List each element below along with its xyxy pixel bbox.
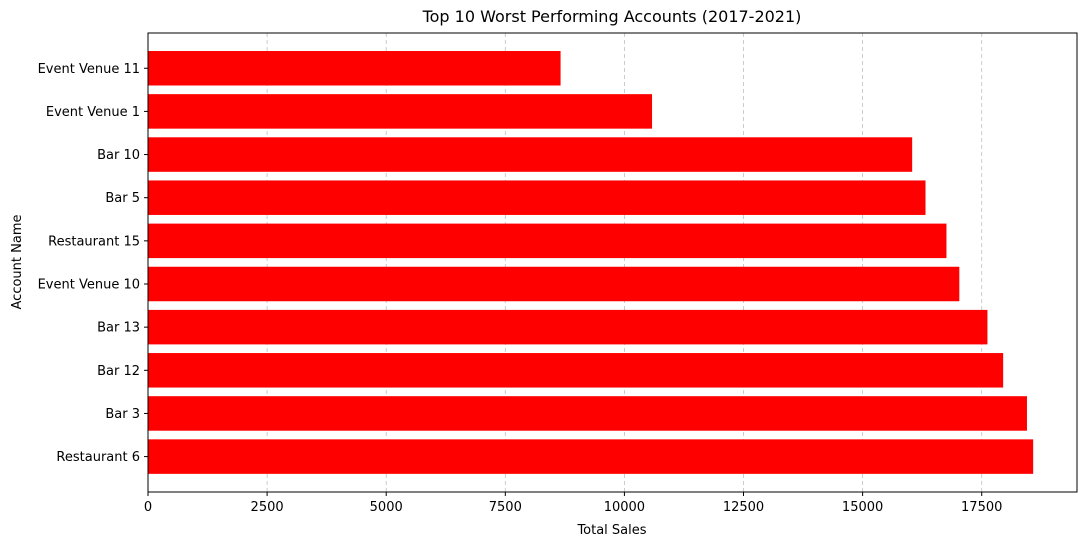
bars xyxy=(148,51,1034,474)
bar xyxy=(148,94,653,129)
y-tick-label: Event Venue 11 xyxy=(38,62,140,77)
bar xyxy=(148,223,947,259)
y-tick-label: Bar 10 xyxy=(97,148,140,163)
y-axis-ticks: Restaurant 6 Bar 3 Bar 12 Bar 13 Event Venue… xyxy=(38,62,148,465)
x-tick-label: 12500 xyxy=(723,500,764,515)
x-tick-label: 10000 xyxy=(604,500,645,515)
y-tick-label: Bar 12 xyxy=(97,364,140,379)
bar xyxy=(148,353,1004,388)
x-tick-label: 0 xyxy=(144,500,152,515)
x-axis-title: Total Sales xyxy=(576,523,646,538)
y-tick-label: Bar 3 xyxy=(105,407,140,422)
bar xyxy=(148,266,960,302)
bar xyxy=(148,137,913,172)
x-axis-ticks: 0 2500 5000 7500 10000 12500 15000 17500 xyxy=(144,492,1002,515)
bar xyxy=(148,309,988,345)
y-axis-title: Account Name xyxy=(10,215,25,310)
x-tick-label: 15000 xyxy=(842,500,883,515)
plot-frame xyxy=(147,32,1078,493)
bar xyxy=(148,439,1034,474)
y-tick-label: Bar 5 xyxy=(105,191,140,206)
y-tick-label: Bar 13 xyxy=(97,321,140,336)
y-tick-label: Restaurant 15 xyxy=(48,234,140,249)
x-tick-label: 17500 xyxy=(961,500,1002,515)
y-tick-label: Event Venue 10 xyxy=(38,278,140,293)
bar xyxy=(148,180,926,215)
y-tick-label: Event Venue 1 xyxy=(46,105,140,120)
x-tick-label: 7500 xyxy=(489,500,522,515)
x-tick-label: 2500 xyxy=(251,500,284,515)
bar xyxy=(148,396,1027,431)
y-tick-label: Restaurant 6 xyxy=(56,450,140,465)
chart-title: Top 10 Worst Performing Accounts (2017-2… xyxy=(422,7,802,26)
bar xyxy=(148,51,561,86)
x-tick-label: 5000 xyxy=(370,500,403,515)
